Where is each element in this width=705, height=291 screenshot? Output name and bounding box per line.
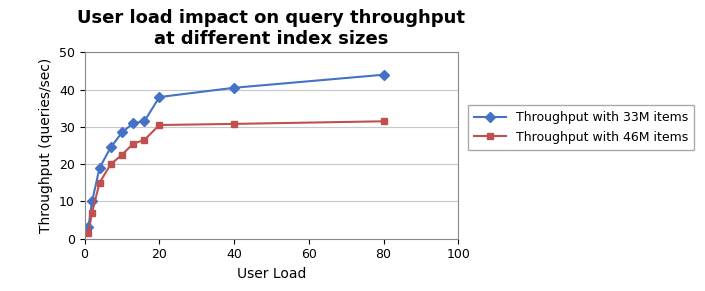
Throughput with 33M items [106,146,115,149]
Line: Throughput with 46M items: Throughput with 46M items [85,118,387,237]
Throughput with 33M items [379,73,388,77]
Throughput with 46M items [106,162,115,166]
Throughput with 46M items [129,142,137,146]
Throughput with 33M items [140,120,149,123]
Throughput with 46M items [88,211,97,214]
Throughput with 46M items [84,231,92,235]
Title: User load impact on query throughput
at different index sizes: User load impact on query throughput at … [78,9,465,48]
Throughput with 46M items [155,123,164,127]
Throughput with 46M items [95,181,104,184]
Throughput with 33M items [155,95,164,99]
Throughput with 33M items [129,121,137,125]
Legend: Throughput with 33M items, Throughput with 46M items: Throughput with 33M items, Throughput wi… [468,105,694,150]
X-axis label: User Load: User Load [237,267,306,281]
Throughput with 33M items [88,200,97,203]
Line: Throughput with 33M items: Throughput with 33M items [85,71,387,231]
Throughput with 33M items [118,131,126,134]
Throughput with 33M items [84,226,92,229]
Throughput with 33M items [95,166,104,170]
Throughput with 46M items [140,138,149,142]
Y-axis label: Throughput (queries/sec): Throughput (queries/sec) [39,58,54,233]
Throughput with 46M items [379,120,388,123]
Throughput with 46M items [118,153,126,157]
Throughput with 46M items [230,122,238,126]
Throughput with 33M items [230,86,238,90]
